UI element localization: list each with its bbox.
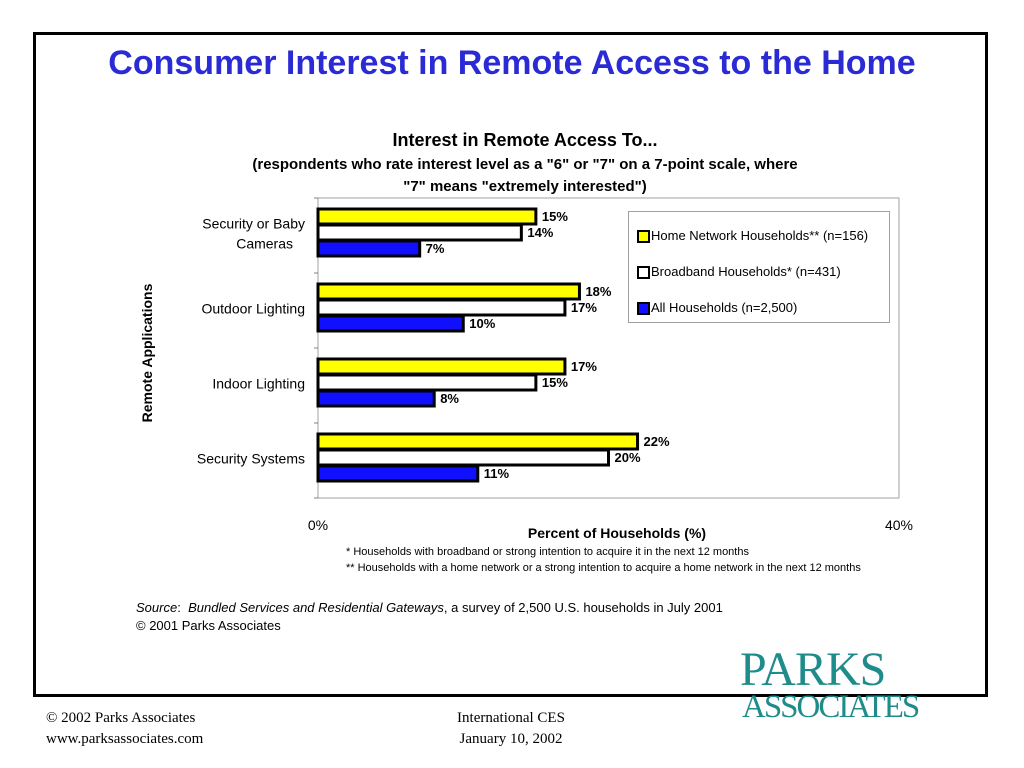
- x-tick-label: 40%: [885, 517, 913, 533]
- bar-broadband: [316, 223, 523, 242]
- bar-broadband: [316, 448, 610, 467]
- data-label: 20%: [615, 450, 641, 465]
- bar-broadband: [316, 298, 567, 317]
- footer-copyright: © 2002 Parks Associates: [46, 710, 196, 726]
- footer-date: January 10, 2002: [459, 731, 563, 747]
- chart-subtitle-line2: "7" means "extremely interested"): [403, 178, 647, 195]
- legend-label-home-network: Home Network Households** (n=156): [651, 228, 869, 243]
- legend-swatch-broadband: [637, 266, 650, 279]
- bar-home-network: [316, 282, 581, 301]
- source-colon: :: [177, 600, 181, 615]
- legend-item-all-households: All Households (n=2,500): [637, 300, 797, 315]
- legend-swatch-home-network: [637, 230, 650, 243]
- data-label: 11%: [484, 466, 510, 481]
- bar-home-network: [316, 432, 640, 451]
- legend-swatch-all-households: [637, 302, 650, 315]
- bar-home-network: [316, 207, 538, 226]
- category-label: Security or Baby: [202, 216, 305, 232]
- bar-all-households: [316, 464, 480, 483]
- footnote-home-network: ** Households with a home network or a s…: [346, 562, 861, 574]
- data-label: 22%: [644, 434, 670, 449]
- data-label: 17%: [571, 300, 597, 315]
- source-description: , a survey of 2,500 U.S. households in J…: [443, 600, 723, 615]
- chart-subtitle-line1: (respondents who rate interest level as …: [252, 156, 798, 173]
- bar-all-households: [316, 389, 436, 408]
- data-label: 10%: [469, 316, 495, 331]
- bar-home-network: [316, 357, 567, 376]
- bar-all-households: [316, 239, 422, 258]
- source-label: Source: [136, 600, 178, 615]
- data-label: 18%: [585, 284, 611, 299]
- legend-label-all-households: All Households (n=2,500): [651, 300, 798, 315]
- legend-label-broadband: Broadband Households* (n=431): [651, 264, 841, 279]
- slide-frame: [33, 32, 988, 697]
- slide-title: Consumer Interest in Remote Access to th…: [108, 44, 916, 82]
- bar-broadband: [316, 373, 538, 392]
- data-label: 15%: [542, 375, 568, 390]
- chart-title: Interest in Remote Access To...: [392, 130, 658, 150]
- source-publication: Bundled Services and Residential Gateway…: [188, 600, 444, 615]
- data-label: 15%: [542, 209, 568, 224]
- data-label: 14%: [527, 225, 553, 240]
- y-axis-label: Remote Applications: [139, 283, 155, 423]
- data-label: 8%: [440, 391, 459, 406]
- category-label: Indoor Lighting: [212, 376, 305, 392]
- bar-all-households: [316, 314, 465, 333]
- chart-legend: Home Network Households** (n=156) Broadb…: [628, 211, 890, 323]
- footer-center: International CES January 10, 2002: [400, 708, 622, 750]
- category-label-line2: Cameras: [236, 236, 293, 252]
- footer-website: www.parksassociates.com: [46, 731, 204, 747]
- category-label: Security Systems: [197, 451, 305, 467]
- data-label: 7%: [426, 241, 445, 256]
- data-label: 17%: [571, 359, 597, 374]
- legend-item-home-network: Home Network Households** (n=156): [637, 228, 868, 243]
- footer-left: © 2002 Parks Associates www.parksassocia…: [46, 708, 203, 750]
- chart-subtitle: (respondents who rate interest level as …: [200, 154, 850, 198]
- logo-line2: ASSOCIATES: [742, 689, 920, 725]
- footer-event: International CES: [457, 710, 565, 726]
- category-label: Outdoor Lighting: [201, 301, 305, 317]
- x-axis-label: Percent of Households (%): [527, 525, 707, 541]
- x-tick-label: 0%: [308, 517, 328, 533]
- source-line: Source: Bundled Services and Residential…: [136, 600, 723, 615]
- source-copyright: © 2001 Parks Associates: [136, 618, 281, 633]
- legend-item-broadband: Broadband Households* (n=431): [637, 264, 841, 279]
- parks-associates-logo: PARKS ASSOCIATES: [740, 643, 920, 725]
- logo-line1: PARKS: [740, 643, 886, 696]
- footnote-broadband: * Households with broadband or strong in…: [346, 546, 749, 558]
